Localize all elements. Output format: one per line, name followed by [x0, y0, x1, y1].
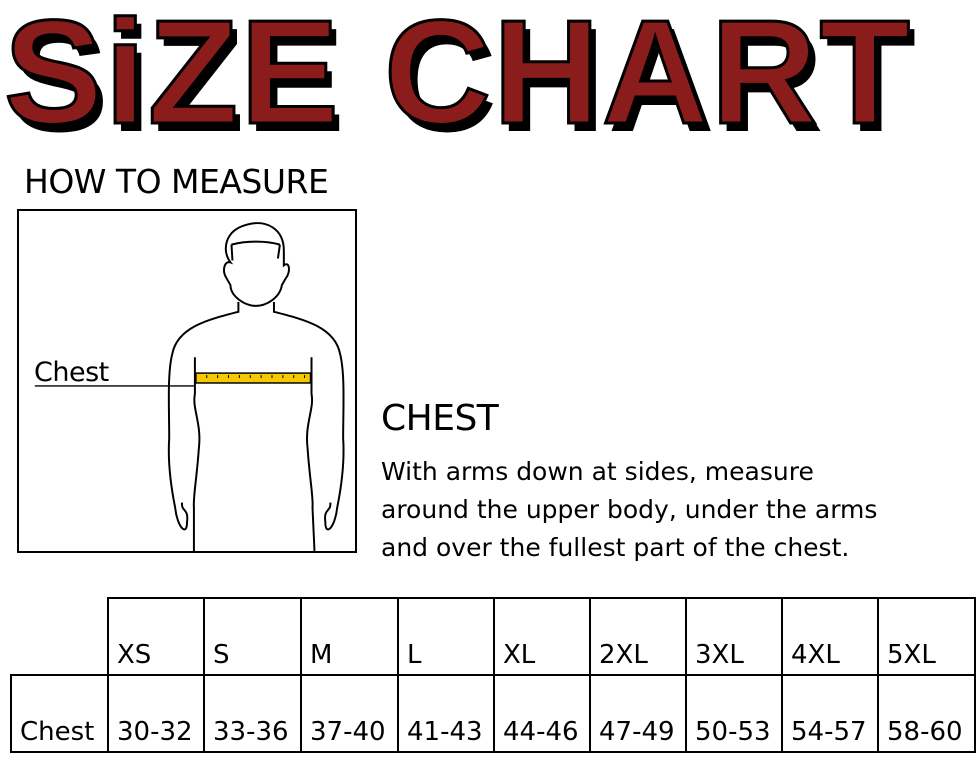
chest-value: 44-46 — [493, 674, 591, 753]
chest-value: 37-40 — [300, 674, 399, 753]
row-label: Chest — [10, 674, 109, 753]
chest-value: 33-36 — [203, 674, 302, 753]
body-outline-icon — [34, 222, 345, 551]
chest-label: Chest — [34, 357, 109, 388]
chest-value: 54-57 — [781, 674, 879, 753]
instruction-line: With arms down at sides, measure — [381, 457, 814, 486]
page-title: SiZE CHART — [3, 0, 912, 157]
chest-value: 50-53 — [685, 674, 783, 753]
size-header-row: XS S M L XL 2XL 3XL 4XL 5XL — [11, 597, 976, 676]
measurement-figure: Chest — [17, 209, 357, 553]
size-header: M — [300, 597, 399, 676]
size-header: 4XL — [781, 597, 879, 676]
chest-value: 30-32 — [107, 674, 205, 753]
size-header: S — [203, 597, 302, 676]
size-header: XL — [493, 597, 591, 676]
size-header: L — [397, 597, 495, 676]
chest-value: 58-60 — [877, 674, 976, 753]
chest-value: 47-49 — [589, 674, 687, 753]
instruction-line: around the upper body, under the arms — [381, 495, 878, 524]
size-header: 2XL — [589, 597, 687, 676]
measuring-tape — [195, 372, 312, 384]
size-header: XS — [107, 597, 205, 676]
empty-cell — [11, 598, 108, 676]
chest-value: 41-43 — [397, 674, 495, 753]
size-table: XS S M L XL 2XL 3XL 4XL 5XL Chest 30-32 … — [10, 597, 976, 753]
how-to-measure-heading: HOW TO MEASURE — [24, 162, 329, 201]
size-header: 3XL — [685, 597, 783, 676]
instruction-heading: CHEST — [381, 398, 499, 439]
table-row: Chest 30-32 33-36 37-40 41-43 44-46 47-4… — [10, 674, 976, 753]
size-header: 5XL — [877, 597, 976, 676]
instruction-line: and over the fullest part of the chest. — [381, 533, 850, 562]
instruction-text: With arms down at sides, measure around … — [381, 453, 971, 567]
